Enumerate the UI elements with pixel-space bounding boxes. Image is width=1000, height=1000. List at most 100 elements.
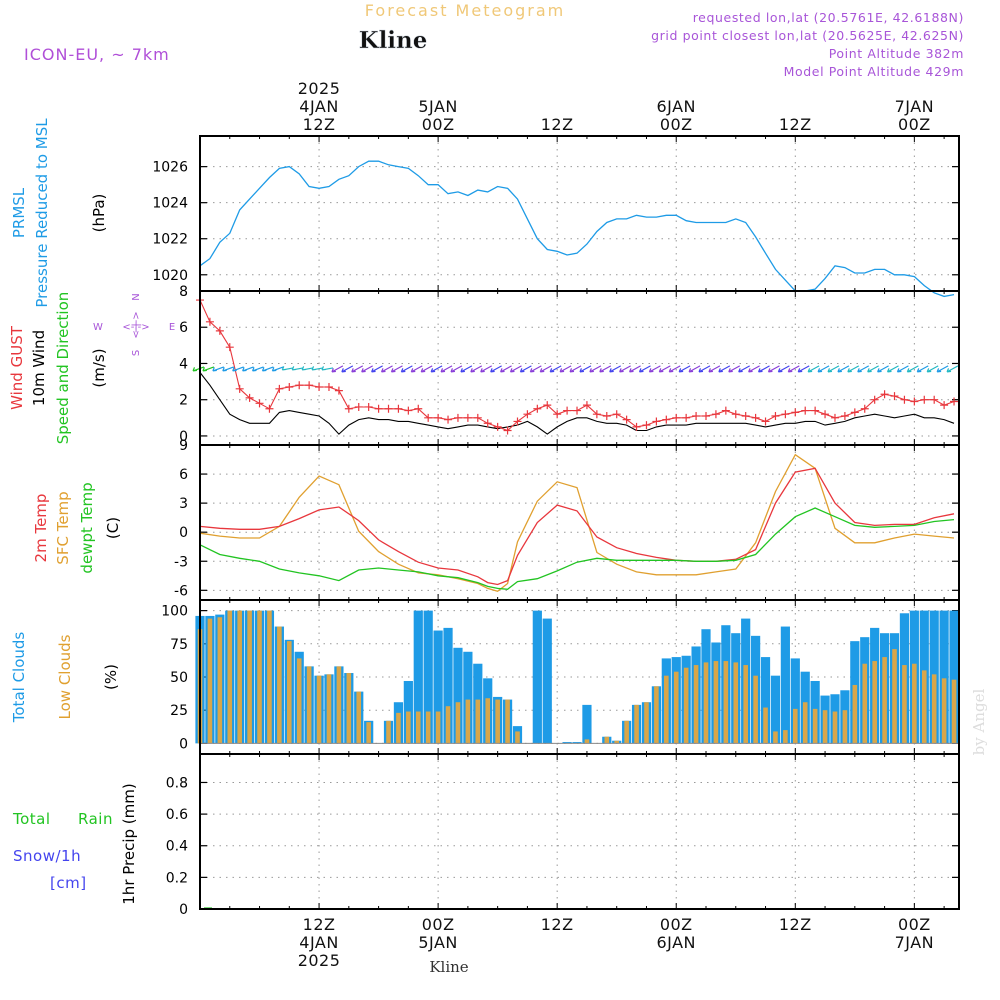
gust-marker [682, 413, 691, 422]
gust-marker [463, 413, 472, 422]
low-cloud-bar [475, 699, 481, 744]
y-tick-label: 1026 [152, 160, 188, 176]
compass-vertical-arrow: <-|-> [131, 311, 142, 338]
wind-direction-arrow [718, 365, 731, 373]
low-cloud-bar [306, 666, 312, 744]
wind-direction-arrow [361, 365, 373, 373]
wind-direction-arrow [380, 365, 393, 373]
total-cloud-bar [939, 610, 949, 744]
wind-direction-arrow [500, 365, 512, 373]
wind-direction-arrow [490, 365, 502, 373]
gust-marker [424, 413, 433, 422]
wind-direction-arrow [817, 365, 830, 373]
wind-direction-arrow [886, 365, 899, 373]
gust-marker [721, 406, 730, 415]
low-cloud-bar [584, 739, 590, 744]
wind-direction-arrow [638, 365, 651, 373]
ylabel-2m-temp: 2m Temp [32, 494, 50, 563]
gust-marker [642, 421, 651, 430]
gust-marker [434, 413, 443, 422]
total-cloud-bar [572, 742, 582, 744]
requested-coords: requested lon,lat (20.5761E, 42.6188N) [693, 10, 964, 25]
gust-marker [265, 404, 274, 413]
gust-marker [563, 406, 572, 415]
gust-marker [245, 393, 254, 402]
wind-direction-arrow [470, 365, 483, 373]
wind-direction-arrow [271, 366, 284, 372]
time-label-bottom: 12Z [541, 915, 574, 934]
y-tick-label: 1024 [152, 196, 188, 212]
low-cloud-bar [951, 679, 957, 744]
wind-direction-arrow [728, 365, 741, 373]
gust-marker [483, 419, 492, 428]
wind-direction-arrow [837, 365, 850, 373]
y-tick-label: 75 [170, 637, 188, 653]
time-label-bottom: 5JAN [418, 933, 458, 952]
y-tick-label: 4 [179, 356, 188, 372]
gust-marker [553, 410, 562, 419]
wind-direction-arrow [509, 365, 522, 373]
y-tick-label: 0.6 [166, 807, 188, 823]
total-cloud-bar [463, 651, 473, 744]
time-label-bottom: 12Z [779, 915, 812, 934]
low-cloud-bar [207, 618, 213, 744]
location-title: Kline [359, 27, 428, 54]
low-cloud-bar [763, 707, 768, 744]
low-cloud-bar [247, 610, 252, 744]
wind-direction-arrow [400, 365, 413, 373]
y-tick-label: 0 [179, 736, 188, 752]
low-cloud-bar [842, 710, 848, 744]
temp-dewpoint-line [199, 507, 955, 590]
wind-compass: N <-|-> S W <-|-> E [93, 293, 175, 356]
total-cloud-bar [453, 647, 463, 744]
wind-direction-arrow [877, 365, 889, 373]
panel-pressure: 1020 1022 1024 1026 [152, 135, 960, 298]
time-label-bottom: 00Z [422, 915, 455, 934]
time-label-bottom: 00Z [660, 915, 693, 934]
low-cloud-bar [336, 666, 342, 744]
gust-marker [900, 395, 909, 404]
low-cloud-bar [326, 674, 332, 744]
pressure-line [199, 160, 955, 298]
gust-marker [662, 415, 671, 424]
wind-direction-arrow [867, 365, 879, 373]
low-cloud-bar [902, 665, 907, 744]
gust-marker [285, 383, 294, 392]
wind-direction-arrow [767, 365, 780, 373]
gust-marker [711, 410, 720, 419]
low-cloud-bar [654, 686, 659, 744]
low-cloud-bar [921, 670, 927, 744]
gust-marker [731, 410, 740, 419]
gust-marker [910, 397, 919, 406]
low-cloud-bar [624, 720, 629, 744]
gust-marker [612, 410, 621, 419]
total-cloud-bar [443, 627, 453, 744]
gust-marker [543, 401, 552, 410]
low-cloud-bar [257, 610, 262, 744]
low-cloud-bar [723, 661, 729, 744]
gust-marker [672, 413, 681, 422]
ylabel-temp-unit: (C) [104, 517, 122, 539]
wind-direction-arrow [628, 365, 641, 373]
time-label-top: 7JAN [895, 97, 935, 116]
faded-title: Forecast Meteogram [365, 1, 565, 20]
total-cloud-bar [770, 675, 781, 744]
gust-marker [692, 412, 701, 421]
gust-marker [493, 422, 502, 431]
gust-marker [354, 402, 363, 411]
gust-marker [344, 404, 353, 413]
point-altitude: Point Altitude 382m [829, 46, 964, 61]
wind-direction-arrow [549, 365, 562, 373]
ylabel-wind-gust: Wind GUST [8, 325, 26, 410]
low-cloud-bar [277, 626, 282, 744]
footer-location: Kline [429, 958, 468, 976]
model-altitude: Model Point Altitude 429m [784, 64, 964, 79]
gust-marker [632, 422, 641, 431]
compass-horizontal-arrow: <-|-> [122, 322, 149, 333]
gust-marker [950, 397, 959, 406]
gust-marker [592, 410, 601, 419]
low-cloud-bar [415, 711, 421, 744]
gust-marker [205, 317, 214, 326]
wind-direction-arrow [192, 366, 205, 372]
total-cloud-bar [949, 610, 959, 744]
